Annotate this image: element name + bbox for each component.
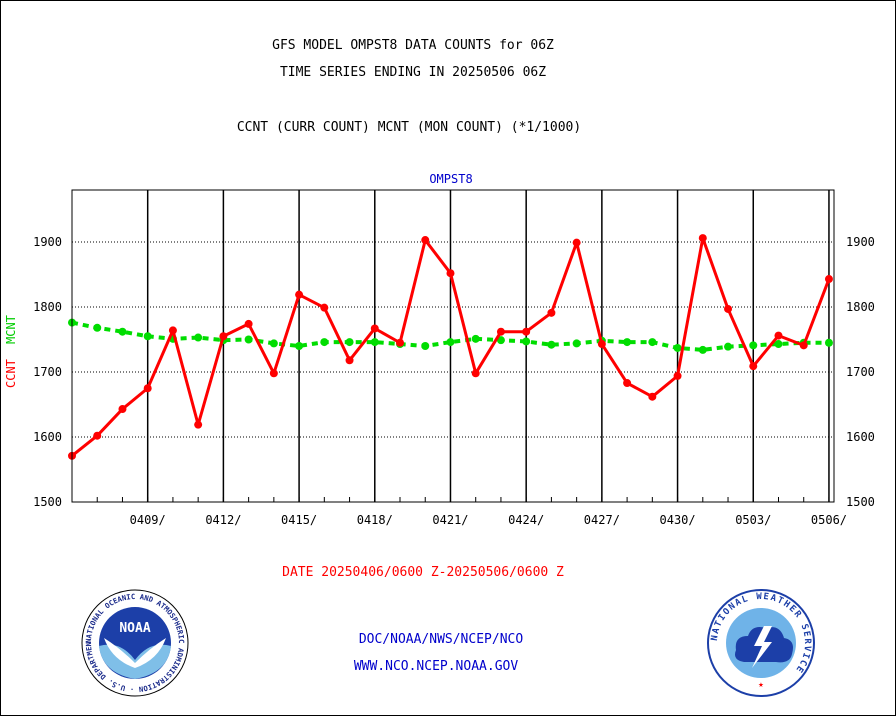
mcnt-point xyxy=(421,342,430,350)
x-tick-label: 0424/ xyxy=(508,513,544,527)
ccnt-point xyxy=(93,431,102,440)
y-tick-label-left: 1800 xyxy=(33,300,62,314)
mcnt-point xyxy=(572,339,581,348)
mcnt-point xyxy=(446,338,455,347)
x-tick-label: 0412/ xyxy=(205,513,241,527)
mcnt-point xyxy=(774,340,783,349)
ccnt-point xyxy=(496,327,505,336)
x-tick-label: 0430/ xyxy=(660,513,696,527)
ccnt-point xyxy=(421,236,430,245)
ccnt-point xyxy=(143,384,152,393)
nco-website-link[interactable]: WWW.NCO.NCEP.NOAA.GOV xyxy=(353,659,519,674)
chart-title-line2: TIME SERIES ENDING IN 20250506 06Z xyxy=(279,65,547,80)
ccnt-point xyxy=(648,392,657,401)
x-tick-label: 0418/ xyxy=(357,513,393,527)
y-tick-label-right: 1900 xyxy=(846,235,875,249)
x-tick-label: 0421/ xyxy=(432,513,468,527)
mcnt-point xyxy=(295,342,304,350)
y-tick-label-right: 1800 xyxy=(846,300,875,314)
svg-text:★: ★ xyxy=(758,680,764,690)
plot-border xyxy=(71,189,835,503)
ccnt-point xyxy=(219,332,228,341)
noaa-logo-text: NOAA xyxy=(119,621,150,636)
y-tick-label-left: 1500 xyxy=(33,495,62,509)
y-axis-label-mcnt: MCNT xyxy=(4,315,18,344)
y-tick-label-right: 1500 xyxy=(846,495,875,509)
ccnt-point xyxy=(194,420,203,429)
ccnt-point xyxy=(118,405,127,414)
x-tick-label: 0506/ xyxy=(811,513,847,527)
ccnt-point xyxy=(673,371,682,380)
ccnt-point xyxy=(295,290,304,299)
ccnt-point xyxy=(522,327,531,336)
y-axis-label-ccnt: CCNT xyxy=(4,359,18,388)
mcnt-point xyxy=(724,342,733,351)
ccnt-point xyxy=(345,356,354,365)
mcnt-point xyxy=(698,345,707,354)
ccnt-point xyxy=(244,319,253,328)
ccnt-point xyxy=(320,303,329,312)
ccnt-point xyxy=(623,379,632,388)
nco-link[interactable]: DOC/NOAA/NWS/NCEP/NCO xyxy=(358,632,524,647)
ccnt-point xyxy=(749,362,758,371)
mcnt-point xyxy=(93,323,102,332)
ccnt-point xyxy=(824,275,833,284)
mcnt-point xyxy=(673,343,682,352)
mcnt-point xyxy=(320,338,329,347)
noaa-logo: NATIONAL OCEANIC AND ATMOSPHERIC ADMINIS… xyxy=(80,588,189,697)
ccnt-point xyxy=(774,331,783,340)
mcnt-point xyxy=(623,338,632,347)
plot-title: OMPST8 xyxy=(429,172,473,186)
ccnt-point xyxy=(597,340,606,349)
ccnt-point xyxy=(446,269,455,278)
ccnt-point xyxy=(572,238,581,247)
mcnt-point xyxy=(370,338,379,347)
mcnt-point xyxy=(648,338,657,347)
mcnt-point xyxy=(118,327,127,336)
ccnt-point xyxy=(698,234,707,243)
y-tick-label-left: 1900 xyxy=(33,235,62,249)
mcnt-point xyxy=(143,332,152,341)
mcnt-point xyxy=(824,338,833,347)
x-tick-label: 0503/ xyxy=(735,513,771,527)
mcnt-point xyxy=(547,340,556,349)
chart-title-line1: GFS MODEL OMPST8 DATA COUNTS for 06Z xyxy=(272,38,554,53)
mcnt-point xyxy=(345,338,354,347)
ccnt-point xyxy=(471,369,480,378)
x-tick-label: 0409/ xyxy=(130,513,166,527)
nws-logo: NATIONAL WEATHER SERVICE ★ xyxy=(707,589,815,697)
mcnt-point xyxy=(471,334,480,343)
mcnt-point xyxy=(244,335,253,344)
y-tick-label-right: 1700 xyxy=(846,365,875,379)
axes xyxy=(71,189,835,503)
mcnt-point xyxy=(496,336,505,345)
date-range-label: DATE 20250406/0600 Z-20250506/0600 Z xyxy=(282,565,564,580)
ccnt-series xyxy=(68,234,833,460)
ccnt-point xyxy=(370,324,379,333)
ccnt-point xyxy=(168,326,177,335)
ccnt-point xyxy=(799,341,808,350)
y-tick-label-left: 1700 xyxy=(33,365,62,379)
y-tick-label-left: 1600 xyxy=(33,430,62,444)
ccnt-point xyxy=(724,304,733,313)
mcnt-point xyxy=(522,337,531,346)
mcnt-point xyxy=(194,333,203,342)
ccnt-point xyxy=(269,369,278,378)
chart-subtitle: CCNT (CURR COUNT) MCNT (MON COUNT) (*1/1… xyxy=(236,120,582,135)
x-tick-label: 0427/ xyxy=(584,513,620,527)
ccnt-point xyxy=(547,308,556,317)
mcnt-point xyxy=(749,341,758,350)
ccnt-point xyxy=(396,338,405,347)
grid-layer xyxy=(72,190,834,502)
y-tick-label-right: 1600 xyxy=(846,430,875,444)
mcnt-point xyxy=(269,339,278,348)
x-tick-label: 0415/ xyxy=(281,513,317,527)
axis-labels: 1500 1500 1600 1600 1700 1700 1800 1800 1900 1900… xyxy=(33,235,875,527)
